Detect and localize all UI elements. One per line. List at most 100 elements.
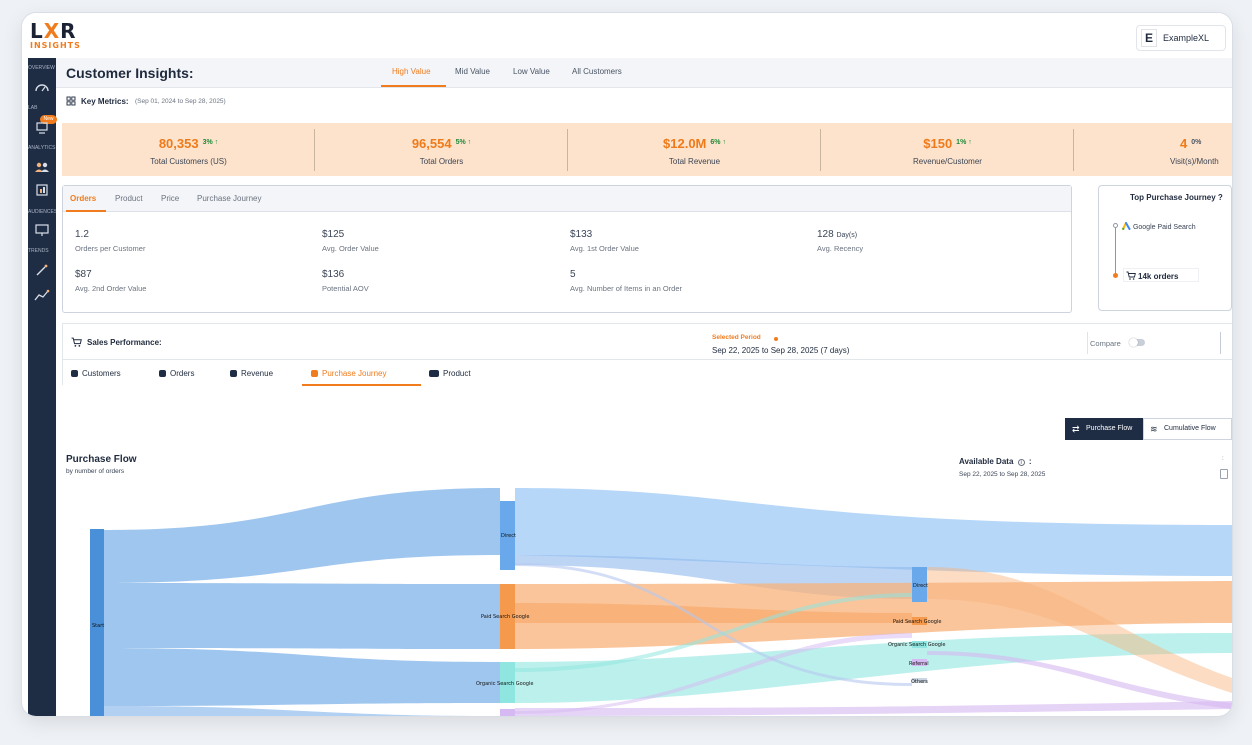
- node-label-l2-others: Others: [911, 679, 928, 685]
- dashboard-icon[interactable]: [33, 80, 51, 94]
- journey-orders: 14k orders: [1123, 268, 1199, 282]
- app-window: LXR INSIGHTS E ExampleXL OVERVIEW LAB Ne…: [22, 13, 1232, 716]
- tab-price[interactable]: Price: [161, 194, 180, 203]
- page-header: Customer Insights: High Value Mid Value …: [56, 58, 1232, 88]
- purchase-flow-button[interactable]: ⇄ Purchase Flow: [1065, 418, 1143, 440]
- orders-icon: [159, 370, 166, 377]
- cumulative-icon: ≋: [1150, 424, 1158, 434]
- link-start-paid: [104, 583, 500, 649]
- metric-avg-second-order-value: $87 Avg. 2nd Order Value: [75, 269, 147, 293]
- node-l1-organic: [500, 662, 515, 703]
- up-arrow-icon: ↑: [467, 139, 472, 146]
- wand-icon[interactable]: [33, 263, 51, 277]
- kpi-change: 6% ↑: [710, 139, 726, 146]
- tab-orders[interactable]: Orders: [159, 369, 194, 378]
- kpi-change: 1% ↑: [956, 139, 972, 146]
- kpi-change: 0%: [1191, 139, 1202, 146]
- tab-product[interactable]: Product: [115, 194, 143, 203]
- tab-low-value[interactable]: Low Value: [513, 67, 550, 76]
- monitor-icon[interactable]: [33, 223, 51, 237]
- checkbox[interactable]: [1220, 469, 1228, 479]
- up-arrow-icon: ↑: [722, 139, 726, 146]
- sales-header: Sales Performance: Selected Period Sep 2…: [63, 324, 1232, 360]
- link-direct-node-out: [927, 567, 1232, 693]
- key-metrics-label: Key Metrics:: [81, 97, 129, 106]
- new-badge: New: [40, 115, 57, 124]
- kpi-visits-per-month: 4 0% Visit(s)/Month: [1074, 123, 1232, 176]
- sales-performance-card: Sales Performance: Selected Period Sep 2…: [62, 323, 1232, 386]
- metric-potential-aov: $136 Potential AOV: [322, 269, 369, 293]
- metric-orders-per-customer: 1.2 Orders per Customer: [75, 229, 146, 253]
- link-other-out: [515, 701, 1232, 716]
- journey-icon: [311, 370, 318, 377]
- tab-product[interactable]: Product: [429, 369, 471, 378]
- sidebar-section-analytics: ANALYTICS: [28, 145, 56, 151]
- sidebar-section-overview: OVERVIEW: [28, 65, 55, 71]
- account-avatar: E: [1141, 29, 1157, 47]
- node-start: [90, 529, 104, 716]
- info-icon[interactable]: i: [1017, 459, 1025, 466]
- journey-start-dot: [1113, 223, 1118, 228]
- kpi-total-orders: 96,554 5% ↑ Total Orders: [315, 123, 568, 176]
- sidebar: OVERVIEW LAB New ANALYTICS AUDIENCES TRE…: [28, 58, 57, 716]
- node-label-l2-paid: Paid Search Google: [893, 619, 941, 625]
- key-metrics-range: (Sep 01, 2024 to Sep 28, 2025): [135, 98, 226, 105]
- logo-wordmark: LXR: [30, 19, 77, 43]
- pie-icon: [71, 370, 78, 377]
- up-arrow-icon: ↑: [968, 139, 972, 146]
- report-icon[interactable]: [33, 183, 51, 197]
- page-title: Customer Insights:: [66, 65, 194, 81]
- tab-orders[interactable]: Orders: [70, 194, 97, 203]
- link-start-organic: [104, 648, 500, 706]
- node-l2-referral: [912, 659, 927, 666]
- tab-purchase-journey[interactable]: Purchase Journey: [197, 194, 262, 203]
- cumulative-flow-button[interactable]: ≋ Cumulative Flow: [1143, 418, 1232, 440]
- tab-revenue[interactable]: Revenue: [230, 369, 273, 378]
- metric-avg-items-per-order: 5 Avg. Number of Items in an Order: [570, 269, 682, 293]
- kpi-total-customers: 80,353 3% ↑ Total Customers (US): [62, 123, 315, 176]
- tab-mid-value[interactable]: Mid Value: [455, 67, 490, 76]
- orders-metrics-card: Orders Product Price Purchase Journey 1.…: [62, 185, 1072, 313]
- kpi-divider: [820, 129, 821, 171]
- available-data-label: Available Data i :: [959, 457, 1032, 466]
- kpi-value: 80,353: [158, 136, 199, 151]
- kpi-total-revenue: $12.0M 6% ↑ Total Revenue: [568, 123, 821, 176]
- active-tab-indicator: [302, 384, 421, 386]
- available-data-range: Sep 22, 2025 to Sep 28, 2025: [959, 471, 1046, 478]
- orders-tabs: Orders Product Price Purchase Journey: [63, 186, 1071, 212]
- node-l1-direct: [500, 501, 515, 570]
- kpi-change: 5% ↑: [455, 139, 472, 146]
- journey-end-dot: [1113, 273, 1118, 278]
- divider: [1220, 332, 1221, 354]
- node-label-l2-direct: Direct: [913, 583, 928, 589]
- link-referral-out: [927, 651, 1232, 709]
- selected-period-value[interactable]: Sep 22, 2025 to Sep 28, 2025 (7 days): [712, 346, 850, 355]
- kpi-band: 80,353 3% ↑ Total Customers (US) 96,554 5%…: [62, 123, 1232, 176]
- trend-icon[interactable]: [33, 288, 51, 302]
- compare-label: Compare: [1090, 339, 1121, 348]
- sidebar-section-lab: LAB: [28, 105, 38, 111]
- journey-source: Google Paid Search: [1122, 222, 1196, 231]
- sales-title: Sales Performance:: [87, 338, 162, 347]
- lab-icon[interactable]: [33, 121, 51, 135]
- tab-customers[interactable]: Customers: [71, 369, 121, 378]
- tab-all-customers[interactable]: All Customers: [572, 67, 622, 76]
- up-arrow-icon: ↑: [214, 139, 219, 146]
- users-icon[interactable]: [33, 160, 51, 174]
- tab-purchase-journey[interactable]: Purchase Journey: [311, 369, 386, 378]
- active-tab-indicator: [66, 210, 106, 212]
- node-label-l2-organic: Organic Search Google: [888, 642, 945, 648]
- journey-title: Top Purchase Journey ?: [1130, 193, 1223, 202]
- kpi-divider: [567, 129, 568, 171]
- cart-icon: [71, 337, 82, 347]
- compare-toggle[interactable]: [1129, 338, 1145, 347]
- app-logo[interactable]: LXR INSIGHTS: [30, 21, 90, 55]
- grid-icon: [66, 96, 76, 106]
- top-purchase-journey-card: Top Purchase Journey ? Google Paid Searc…: [1098, 185, 1232, 311]
- tab-high-value[interactable]: High Value: [392, 67, 431, 76]
- node-label-start: Start: [92, 623, 104, 629]
- account-switcher[interactable]: E ExampleXL: [1136, 25, 1226, 51]
- revenue-icon: [230, 370, 237, 377]
- cart-icon: [1126, 271, 1136, 280]
- selected-period-label: Selected Period: [712, 334, 761, 341]
